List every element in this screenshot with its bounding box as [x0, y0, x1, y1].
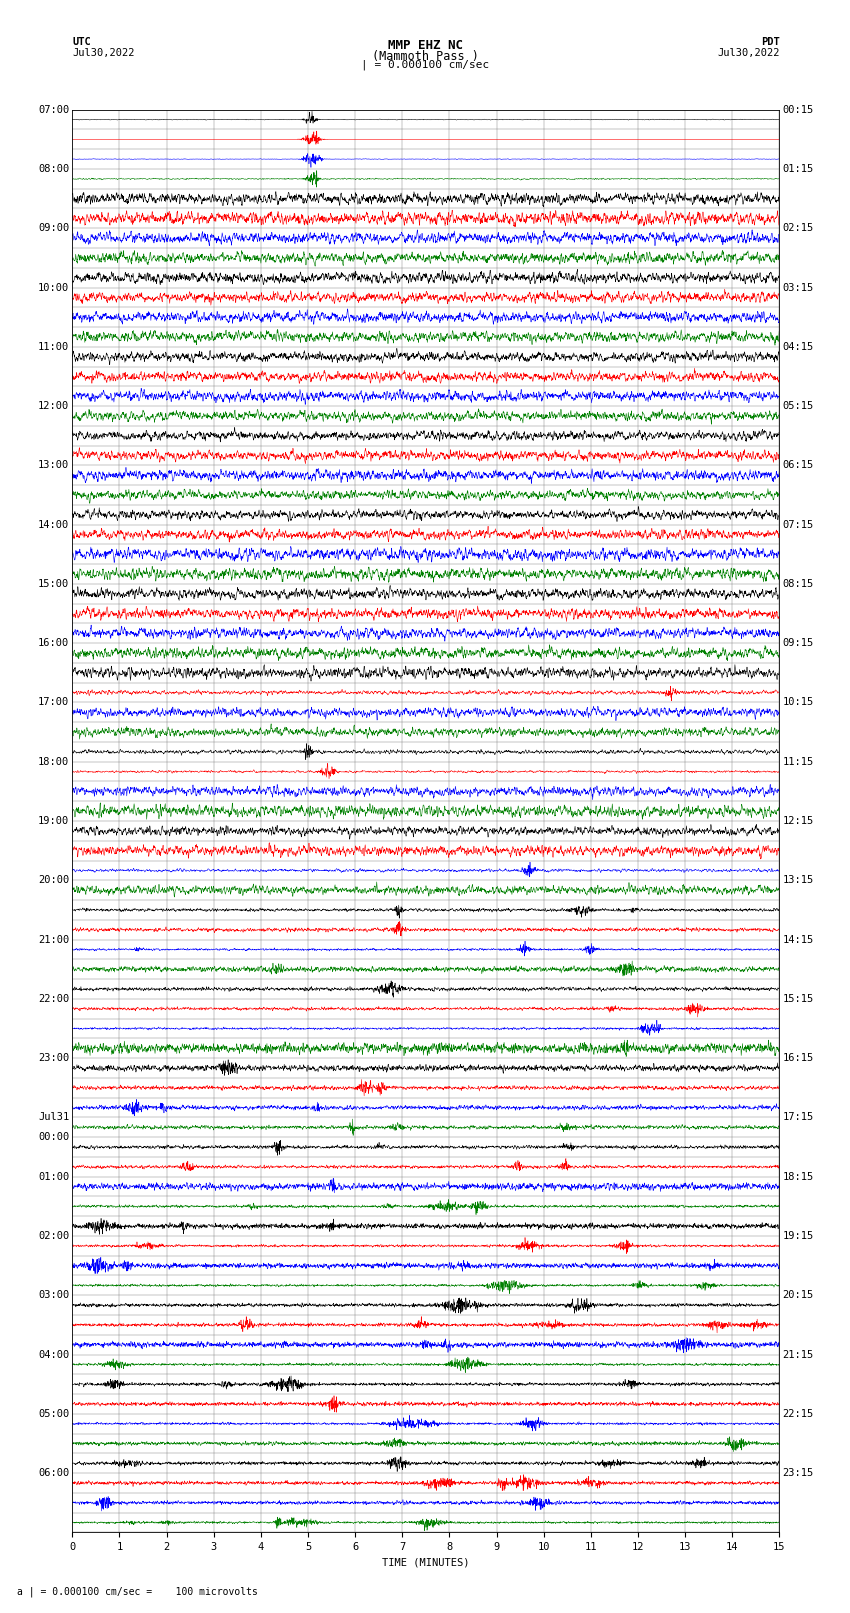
Text: 10:15: 10:15 — [782, 697, 813, 708]
Text: UTC: UTC — [72, 37, 91, 47]
Text: 12:15: 12:15 — [782, 816, 813, 826]
Text: 13:00: 13:00 — [38, 460, 70, 471]
Text: 17:15: 17:15 — [782, 1113, 813, 1123]
Text: 15:15: 15:15 — [782, 994, 813, 1003]
Text: 09:15: 09:15 — [782, 639, 813, 648]
Text: a | = 0.000100 cm/sec =    100 microvolts: a | = 0.000100 cm/sec = 100 microvolts — [17, 1586, 258, 1597]
Text: 04:00: 04:00 — [38, 1350, 70, 1360]
Text: 12:00: 12:00 — [38, 402, 70, 411]
Text: 23:15: 23:15 — [782, 1468, 813, 1478]
Text: 03:15: 03:15 — [782, 282, 813, 292]
Text: 05:00: 05:00 — [38, 1408, 70, 1419]
Text: 09:00: 09:00 — [38, 223, 70, 234]
Text: 14:00: 14:00 — [38, 519, 70, 529]
Text: 18:00: 18:00 — [38, 756, 70, 766]
Text: 19:15: 19:15 — [782, 1231, 813, 1240]
Text: 07:15: 07:15 — [782, 519, 813, 529]
Text: 05:15: 05:15 — [782, 402, 813, 411]
Text: (Mammoth Pass ): (Mammoth Pass ) — [371, 50, 479, 63]
Text: 21:00: 21:00 — [38, 934, 70, 945]
Text: 06:15: 06:15 — [782, 460, 813, 471]
Text: 01:00: 01:00 — [38, 1171, 70, 1182]
Text: 00:15: 00:15 — [782, 105, 813, 115]
Text: MMP EHZ NC: MMP EHZ NC — [388, 39, 462, 52]
Text: 19:00: 19:00 — [38, 816, 70, 826]
Text: | = 0.000100 cm/sec: | = 0.000100 cm/sec — [361, 60, 489, 71]
Text: 02:15: 02:15 — [782, 223, 813, 234]
Text: 01:15: 01:15 — [782, 165, 813, 174]
Text: 11:00: 11:00 — [38, 342, 70, 352]
Text: 14:15: 14:15 — [782, 934, 813, 945]
Text: 07:00: 07:00 — [38, 105, 70, 115]
Text: 17:00: 17:00 — [38, 697, 70, 708]
Text: 11:15: 11:15 — [782, 756, 813, 766]
Text: 22:00: 22:00 — [38, 994, 70, 1003]
Text: 10:00: 10:00 — [38, 282, 70, 292]
X-axis label: TIME (MINUTES): TIME (MINUTES) — [382, 1558, 469, 1568]
Text: Jul31: Jul31 — [38, 1113, 70, 1123]
Text: 03:00: 03:00 — [38, 1290, 70, 1300]
Text: 13:15: 13:15 — [782, 876, 813, 886]
Text: 08:15: 08:15 — [782, 579, 813, 589]
Text: Jul30,2022: Jul30,2022 — [717, 48, 779, 58]
Text: Jul30,2022: Jul30,2022 — [72, 48, 135, 58]
Text: 21:15: 21:15 — [782, 1350, 813, 1360]
Text: PDT: PDT — [761, 37, 779, 47]
Text: 16:00: 16:00 — [38, 639, 70, 648]
Text: 08:00: 08:00 — [38, 165, 70, 174]
Text: 00:00: 00:00 — [38, 1132, 70, 1142]
Text: 22:15: 22:15 — [782, 1408, 813, 1419]
Text: 15:00: 15:00 — [38, 579, 70, 589]
Text: 04:15: 04:15 — [782, 342, 813, 352]
Text: 20:15: 20:15 — [782, 1290, 813, 1300]
Text: 02:00: 02:00 — [38, 1231, 70, 1240]
Text: 20:00: 20:00 — [38, 876, 70, 886]
Text: 16:15: 16:15 — [782, 1053, 813, 1063]
Text: 23:00: 23:00 — [38, 1053, 70, 1063]
Text: 18:15: 18:15 — [782, 1171, 813, 1182]
Text: 06:00: 06:00 — [38, 1468, 70, 1478]
